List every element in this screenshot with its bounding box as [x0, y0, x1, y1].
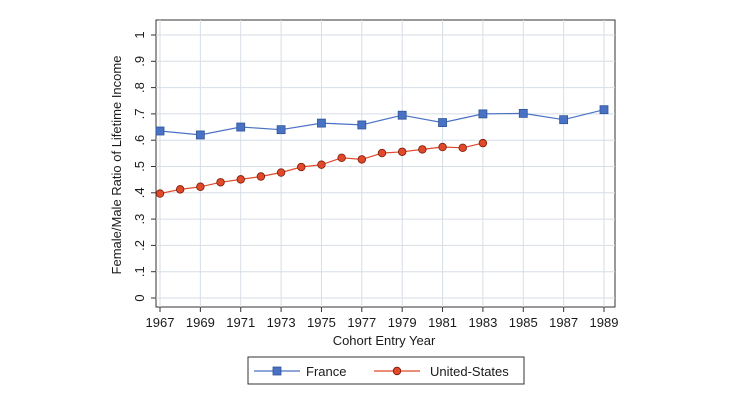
- x-tick-label: 1985: [509, 315, 538, 330]
- france-point: [236, 122, 246, 132]
- france-point: [276, 125, 286, 135]
- france-point: [317, 118, 326, 128]
- x-tick-label: 1969: [186, 315, 215, 330]
- united-states-point: [175, 185, 185, 194]
- france-point: [155, 126, 165, 136]
- united-states-point: [256, 172, 266, 181]
- united-states-point: [377, 148, 387, 158]
- france-point: [478, 109, 488, 119]
- plot-frame: [155, 19, 616, 308]
- y-tick-label: 0: [132, 294, 147, 301]
- united-states-point: [317, 160, 326, 169]
- united-states-point: [155, 189, 165, 198]
- united-states-point: [458, 143, 467, 153]
- france-point: [518, 108, 528, 118]
- united-states-point: [478, 138, 488, 148]
- legend-france-marker: [272, 366, 282, 376]
- united-states-point: [438, 142, 447, 152]
- y-tick-label: .1: [132, 266, 147, 277]
- united-states-point: [397, 147, 407, 156]
- legend: France United-States: [247, 356, 525, 385]
- y-axis-title: Female/Male Ratio of Lifetime Income: [109, 56, 124, 275]
- y-tick-label: .4: [132, 187, 147, 198]
- x-tick-label: 1989: [590, 315, 619, 330]
- y-tick-label: .3: [132, 214, 147, 225]
- y-tick-label: .7: [132, 108, 147, 119]
- x-tick-label: 1975: [307, 315, 336, 330]
- y-tick-label: .5: [132, 161, 147, 172]
- y-tick-label: .6: [132, 135, 147, 146]
- y-tick-label: 1: [132, 31, 147, 38]
- grid-lines: [156, 20, 615, 307]
- united-states-point: [297, 162, 306, 172]
- france-point: [559, 115, 569, 125]
- united-states-point: [337, 153, 346, 163]
- axes: 1967 1969 1971 1973 1975 1977 1979 1981 1983 1985…: [132, 31, 618, 330]
- x-axis-title: Cohort Entry Year: [333, 333, 436, 348]
- united-states-point: [216, 178, 225, 187]
- united-states-point: [357, 155, 367, 164]
- france-point: [357, 120, 367, 130]
- united-states-point: [236, 175, 245, 184]
- x-tick-label: 1981: [428, 315, 457, 330]
- legend-france-label: France: [306, 364, 346, 379]
- legend-united-states-marker: [392, 366, 402, 376]
- x-tick-label: 1977: [347, 315, 376, 330]
- united-states-point: [196, 182, 205, 191]
- united-states-point: [276, 168, 286, 177]
- y-tick-label: .2: [132, 240, 147, 251]
- france-point: [397, 110, 407, 120]
- united-states-point: [418, 145, 427, 154]
- x-tick-label: 1983: [468, 315, 497, 330]
- x-tick-label: 1979: [388, 315, 417, 330]
- france-line: [159, 109, 605, 136]
- x-tick-label: 1973: [267, 315, 296, 330]
- y-tick-label: .8: [132, 82, 147, 93]
- france-point: [195, 130, 205, 140]
- france-point: [438, 118, 447, 127]
- x-tick-label: 1971: [226, 315, 255, 330]
- y-tick-label: .9: [132, 56, 147, 67]
- legend-united-states-label: United-States: [430, 364, 509, 379]
- series-group: [155, 105, 609, 198]
- x-tick-label: 1987: [549, 315, 578, 330]
- france-point: [599, 105, 609, 115]
- x-tick-label: 1967: [146, 315, 175, 330]
